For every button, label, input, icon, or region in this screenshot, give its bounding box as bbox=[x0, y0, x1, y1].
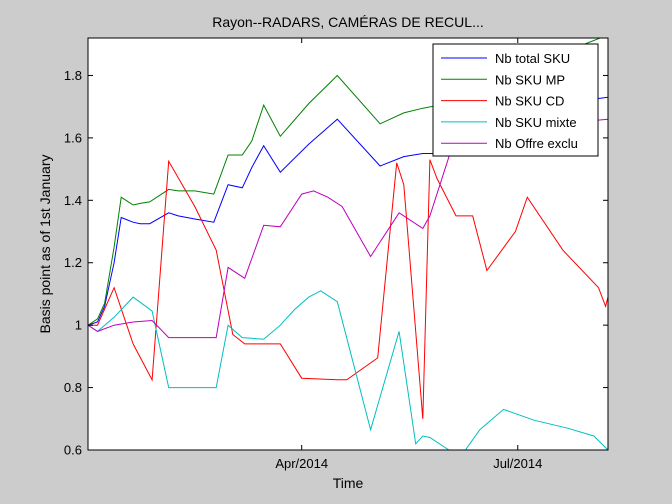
series-line-4 bbox=[88, 290, 608, 450]
legend-box bbox=[432, 43, 599, 157]
y-tick-label: 1.6 bbox=[64, 130, 82, 145]
plot-frame bbox=[87, 37, 609, 451]
y-tick-label: 0.8 bbox=[64, 380, 82, 395]
y-tick-label: 1.4 bbox=[64, 193, 82, 208]
legend-label: Nb SKU CD bbox=[495, 94, 564, 109]
x-axis: Apr/2014 Jul/2014 bbox=[275, 38, 542, 471]
y-tick-label: 1 bbox=[75, 318, 82, 333]
series-line-3 bbox=[88, 159, 608, 419]
legend-label: Nb SKU mixte bbox=[495, 115, 577, 130]
x-tick-label: Apr/2014 bbox=[275, 456, 328, 471]
x-axis-label: Time bbox=[333, 475, 364, 491]
legend-label: Nb total SKU bbox=[495, 51, 570, 66]
legend-label: Nb SKU MP bbox=[495, 72, 565, 87]
y-tick-label: 0.6 bbox=[64, 443, 82, 458]
chart-title: Rayon--RADARS, CAMÉRAS DE RECUL... bbox=[212, 14, 484, 30]
y-tick-label: 1.2 bbox=[64, 255, 82, 270]
y-axis-label: Basis point as of 1st January bbox=[37, 155, 53, 334]
x-tick-label: Jul/2014 bbox=[493, 456, 542, 471]
y-tick-label: 1.8 bbox=[64, 68, 82, 83]
y-axis: 0.6 0.8 1 1.2 1.4 1.6 1.8 bbox=[64, 68, 608, 458]
legend-label: Nb Offre exclu bbox=[495, 136, 578, 151]
legend: Nb total SKU Nb SKU MP Nb SKU CD Nb SKU mix… bbox=[432, 43, 599, 157]
